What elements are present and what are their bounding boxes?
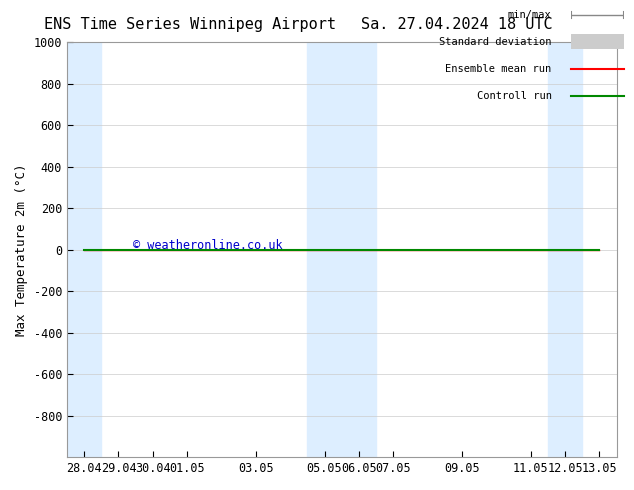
Bar [548,42,582,457]
Text: Sa. 27.04.2024 18 UTC: Sa. 27.04.2024 18 UTC [361,17,552,32]
Text: © weatheronline.co.uk: © weatheronline.co.uk [133,239,283,252]
Bar [307,42,342,457]
Bar [342,42,376,457]
Text: Ensemble mean run: Ensemble mean run [445,64,552,74]
Text: Standard deviation: Standard deviation [439,37,552,47]
Bar [67,42,101,457]
Y-axis label: Max Temperature 2m (°C): Max Temperature 2m (°C) [15,163,28,336]
Text: Controll run: Controll run [477,91,552,100]
Text: ENS Time Series Winnipeg Airport: ENS Time Series Winnipeg Airport [44,17,336,32]
Text: min/max: min/max [508,10,552,20]
